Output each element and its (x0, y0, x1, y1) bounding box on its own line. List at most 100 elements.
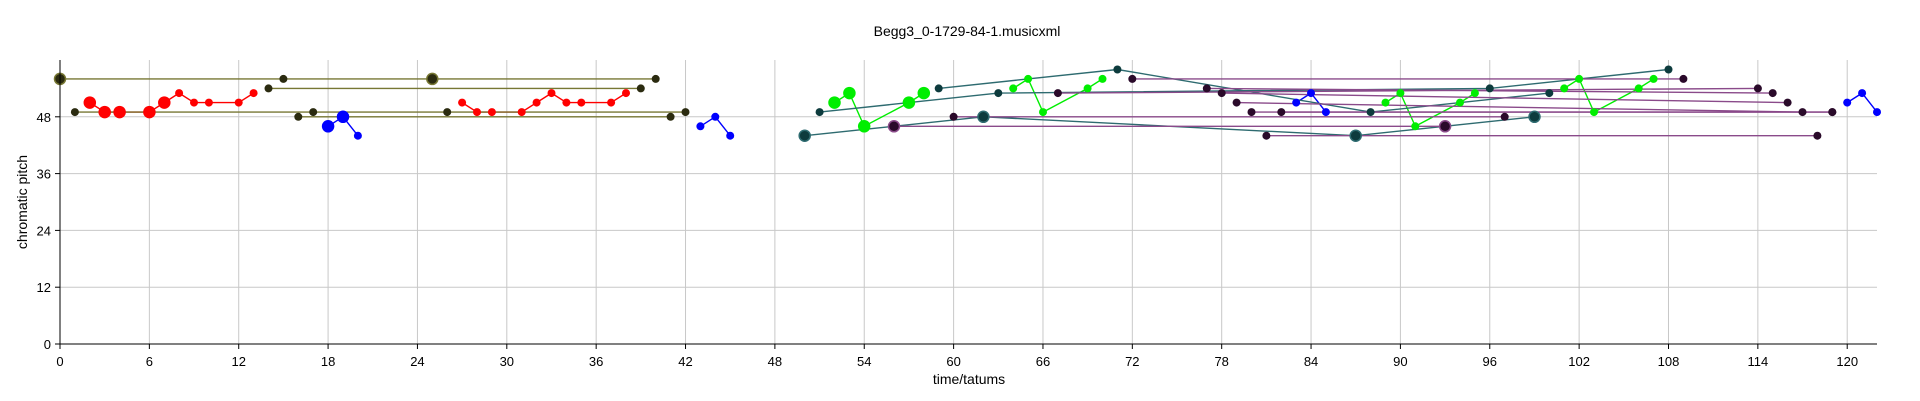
data-point (1664, 65, 1673, 74)
series-line (1563, 77, 1654, 114)
data-point (934, 84, 943, 93)
data-point (1113, 65, 1122, 74)
x-tick-label: 72 (1125, 354, 1139, 369)
data-point (1560, 84, 1569, 93)
data-point (517, 108, 526, 117)
series-line (461, 92, 627, 113)
x-tick-label: 36 (589, 354, 603, 369)
data-point (294, 112, 303, 121)
data-point (949, 112, 958, 121)
y-axis-title: chromatic pitch (14, 155, 30, 249)
data-point (1545, 89, 1554, 98)
data-point (426, 72, 439, 86)
data-point (1843, 98, 1852, 107)
data-point (977, 110, 990, 124)
data-point (1083, 84, 1092, 93)
x-tick-label: 108 (1658, 354, 1680, 369)
data-point (681, 108, 690, 117)
data-point (815, 108, 824, 117)
y-tick-label: 12 (37, 280, 51, 295)
data-point (1528, 110, 1541, 124)
data-point (1053, 89, 1062, 98)
data-point (1470, 89, 1479, 98)
x-tick-label: 6 (146, 354, 153, 369)
data-point (190, 98, 198, 107)
data-point (1366, 108, 1375, 117)
data-point (1768, 89, 1777, 98)
x-tick-label: 66 (1036, 354, 1050, 369)
data-point (651, 74, 660, 83)
x-tick-label: 18 (321, 354, 335, 369)
data-point (158, 96, 171, 109)
data-point (828, 96, 841, 109)
chart-title: Begg3_0-1729-84-1.musicxml (874, 23, 1061, 39)
x-tick-label: 48 (768, 354, 782, 369)
y-tick-label: 24 (37, 223, 51, 238)
data-point (1679, 74, 1688, 83)
data-point (1485, 84, 1494, 93)
data-points (53, 65, 1881, 142)
data-point (857, 120, 871, 133)
data-point (636, 84, 645, 93)
data-point (994, 89, 1003, 98)
data-point (443, 108, 452, 117)
data-point (487, 108, 496, 117)
data-point (309, 108, 318, 117)
data-point (607, 98, 616, 107)
data-point (1381, 98, 1390, 107)
series-line (1221, 92, 1788, 104)
x-tick-label: 102 (1568, 354, 1590, 369)
y-tick-label: 0 (44, 337, 51, 352)
y-ticks: 0 12 24 36 48 (37, 110, 60, 352)
x-tick-label: 60 (946, 354, 960, 369)
x-ticks: 0 6 12 18 24 30 36 42 48 54 60 66 72 78 84 90 96 102 108 11… (56, 344, 1858, 369)
data-point (1411, 122, 1420, 131)
data-point (711, 112, 720, 121)
data-point (279, 74, 288, 83)
data-point (264, 84, 273, 93)
data-point (1292, 98, 1301, 107)
data-point (1438, 120, 1452, 133)
data-point (1009, 84, 1018, 93)
data-point (98, 105, 111, 119)
data-point (1798, 108, 1807, 117)
data-point (1590, 108, 1598, 117)
data-point (1217, 89, 1226, 98)
data-point (336, 110, 350, 124)
data-point (1858, 89, 1867, 98)
data-point (1024, 74, 1033, 83)
data-point (1039, 108, 1047, 117)
x-tick-label: 84 (1304, 354, 1318, 369)
data-point (1828, 108, 1837, 117)
data-point (1232, 98, 1241, 107)
y-tick-label: 36 (37, 167, 51, 182)
data-point (1813, 131, 1822, 140)
data-point (321, 120, 335, 133)
x-axis-title: time/tatums (933, 371, 1005, 387)
data-point (666, 112, 675, 121)
x-tick-label: 24 (410, 354, 424, 369)
data-point (1349, 129, 1362, 142)
x-tick-label: 90 (1393, 354, 1407, 369)
data-point (798, 129, 811, 142)
data-point (1753, 84, 1762, 93)
data-point (473, 108, 481, 117)
x-tick-label: 12 (231, 354, 245, 369)
x-tick-label: 96 (1483, 354, 1497, 369)
axes (59, 60, 1877, 345)
data-point (1247, 108, 1256, 117)
data-point (1396, 89, 1405, 98)
data-point (1277, 108, 1286, 117)
data-point (175, 89, 184, 98)
data-point (902, 96, 916, 109)
data-point (1783, 98, 1792, 107)
data-point (1202, 84, 1211, 93)
series-line (1236, 101, 1803, 113)
data-point (1634, 84, 1643, 93)
x-tick-label: 30 (500, 354, 514, 369)
data-point (143, 105, 156, 119)
data-point (532, 98, 541, 107)
x-tick-label: 42 (678, 354, 692, 369)
data-point (1321, 108, 1330, 117)
grid-lines (59, 60, 1877, 345)
